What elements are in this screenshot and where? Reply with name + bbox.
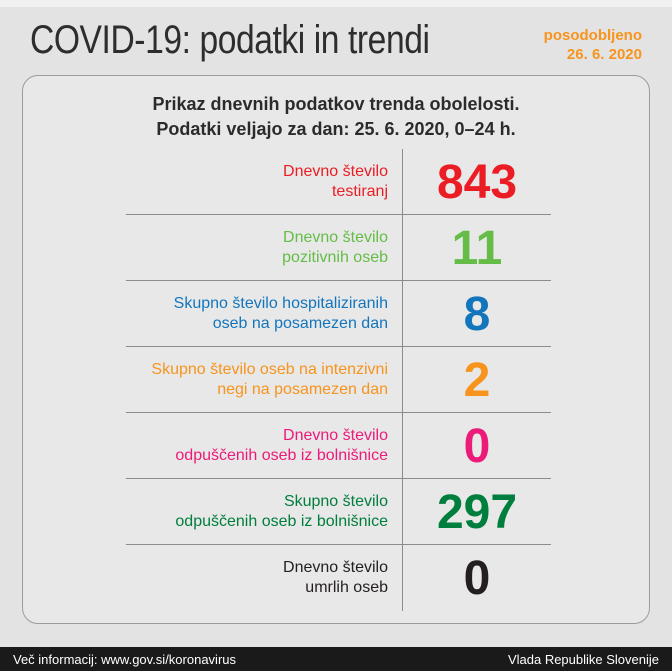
row-value: 8 [463, 287, 491, 341]
updated-stamp: posodobljeno 26. 6. 2020 [544, 26, 642, 64]
table-row-deaths: Dnevno število umrlih oseb 0 [23, 545, 649, 611]
row-label-line2: odpuščenih oseb iz bolnišnice [175, 513, 388, 530]
row-label-line2: odpuščenih oseb iz bolnišnice [175, 447, 388, 464]
row-value: 11 [451, 221, 503, 275]
row-label: Dnevno število testiranj [23, 149, 403, 215]
row-label: Dnevno število pozitivnih oseb [23, 215, 403, 281]
row-label-line1: Dnevno število [283, 559, 388, 576]
table-row-tested: Dnevno število testiranj 843 [23, 149, 649, 215]
row-value: 843 [436, 155, 518, 209]
row-label-line2: negi na posamezen dan [217, 381, 388, 398]
row-label-line1: Skupno število hospitaliziranih [173, 295, 388, 312]
table-row-positive: Dnevno število pozitivnih oseb 11 [23, 215, 649, 281]
table-row-discharged-total: Skupno število odpuščenih oseb iz bolniš… [23, 479, 649, 545]
row-value: 0 [463, 551, 491, 605]
row-label: Skupno število odpuščenih oseb iz bolniš… [23, 479, 403, 545]
stats-table: Dnevno število testiranj 843 Dnevno štev… [23, 149, 649, 611]
row-label-line1: Dnevno število [283, 427, 388, 444]
row-label-line1: Skupno število oseb na intenzivni [151, 361, 388, 378]
data-card: Prikaz dnevnih podatkov trenda obolelost… [22, 75, 650, 624]
row-label: Dnevno število odpuščenih oseb iz bolniš… [23, 413, 403, 479]
row-label-line1: Dnevno število [283, 163, 388, 180]
row-value: 297 [436, 485, 518, 539]
row-label-line2: umrlih oseb [305, 579, 388, 596]
table-row-discharged-daily: Dnevno število odpuščenih oseb iz bolniš… [23, 413, 649, 479]
row-label-line2: oseb na posamezen dan [212, 315, 388, 332]
row-label: Skupno število hospitaliziranih oseb na … [23, 281, 403, 347]
row-value: 2 [463, 353, 491, 407]
page-title: COVID-19: podatki in trendi [30, 18, 430, 62]
row-label: Skupno število oseb na intenzivni negi n… [23, 347, 403, 413]
updated-date: 26. 6. 2020 [566, 46, 642, 63]
card-header: Prikaz dnevnih podatkov trenda obolelost… [23, 92, 649, 142]
row-value: 0 [463, 419, 491, 473]
row-label: Dnevno število umrlih oseb [23, 545, 403, 611]
row-label-line2: testiranj [331, 183, 388, 200]
table-row-hospitalized: Skupno število hospitaliziranih oseb na … [23, 281, 649, 347]
footer-bar: Več informacij: www.gov.si/koronavirus V… [0, 647, 672, 671]
updated-label: posodobljeno [543, 27, 642, 44]
row-label-line1: Skupno število [283, 493, 388, 510]
page-header: COVID-19: podatki in trendi posodobljeno… [30, 18, 642, 64]
card-header-line2: Podatki veljajo za dan: 25. 6. 2020, 0–2… [156, 119, 516, 139]
card-header-line1: Prikaz dnevnih podatkov trenda obolelost… [152, 94, 520, 114]
top-strip [0, 0, 672, 7]
footer-government-label: Vlada Republike Slovenije [507, 651, 659, 667]
table-row-icu: Skupno število oseb na intenzivni negi n… [23, 347, 649, 413]
footer-info-url: Več informacij: www.gov.si/koronavirus [13, 651, 237, 667]
row-label-line2: pozitivnih oseb [282, 249, 388, 266]
row-label-line1: Dnevno število [283, 229, 388, 246]
